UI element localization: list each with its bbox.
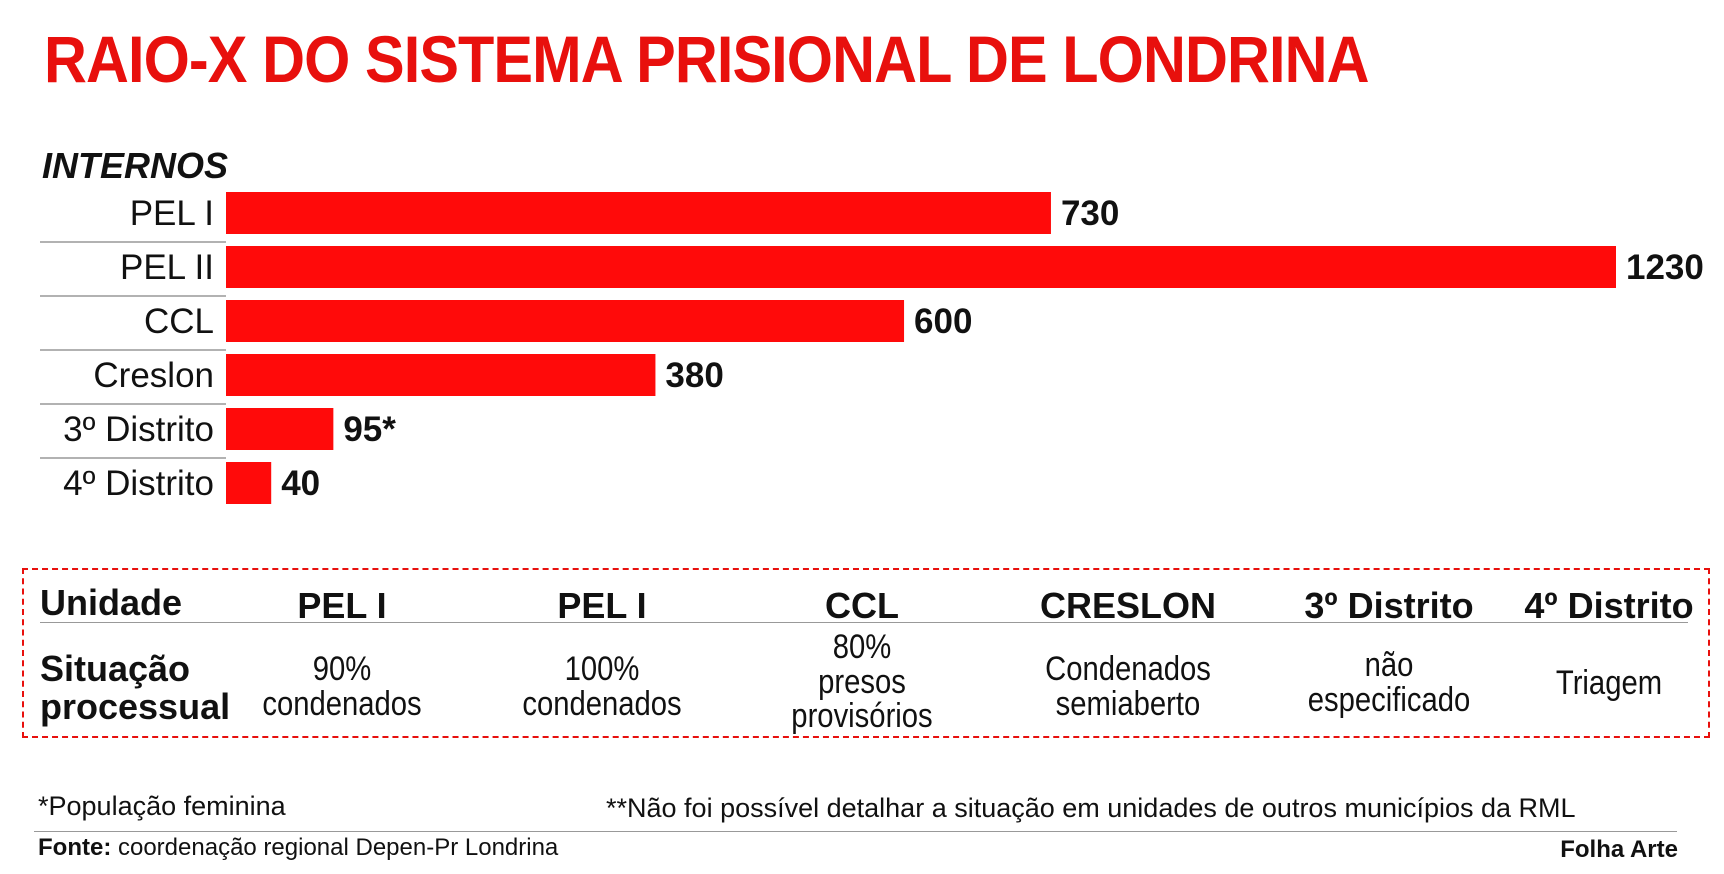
table-status-cell: não especificado xyxy=(1299,648,1480,717)
credit: Folha Arte xyxy=(1560,836,1678,863)
table-header-cell: CRESLON xyxy=(1039,585,1216,626)
table-status-cell: 100% condenados xyxy=(516,652,688,721)
data-label: 380 xyxy=(665,356,723,395)
category-label: Creslon xyxy=(93,356,214,395)
table-header-cell: 4º Distrito xyxy=(1524,585,1694,626)
bar xyxy=(226,192,1051,234)
source-label: Fonte: xyxy=(38,834,112,861)
table-status-cell: 90% condenados xyxy=(256,652,428,721)
row-title-line: processual xyxy=(40,685,231,727)
data-label: 1230 xyxy=(1626,248,1704,287)
status-line: condenados xyxy=(522,684,682,723)
status-table: Unidade PEL I PEL I CCL CRESLON 3º Distr… xyxy=(22,568,1710,738)
status-line: não xyxy=(1364,646,1414,684)
bar xyxy=(226,354,656,396)
status-line: 80% xyxy=(832,628,892,666)
row-title-line: Situação xyxy=(40,648,191,689)
table-header-cell: PEL I xyxy=(297,585,387,626)
table-header-cell: PEL I xyxy=(557,585,647,626)
table-header-row: Unidade PEL I PEL I CCL CRESLON 3º Distr… xyxy=(40,578,1694,630)
chart-title: INTERNOS xyxy=(42,145,229,186)
page-title: RAIO-X DO SISTEMA PRISIONAL DE LONDRINA xyxy=(44,22,1369,96)
bar-chart: PEL I 730 PEL II 1230 CCL 600 Creslon 380 3º Dis… xyxy=(40,192,1704,504)
table-row-title-unidade: Unidade xyxy=(40,582,183,623)
status-line: 100% xyxy=(564,650,640,688)
table-status-cell: 80% presos provisórios xyxy=(776,630,948,734)
data-label: 600 xyxy=(914,302,972,341)
table-header-cell: CCL xyxy=(825,585,899,626)
category-label: PEL I xyxy=(130,194,214,233)
bar xyxy=(226,462,272,504)
status-line: semiaberto xyxy=(1055,684,1201,723)
status-line: especificado xyxy=(1307,680,1471,719)
status-line: Condenados xyxy=(1045,650,1211,688)
bar xyxy=(226,300,905,342)
table-status-cell: Triagem xyxy=(1519,666,1700,701)
status-line: condenados xyxy=(262,684,422,723)
status-line: provisórios xyxy=(791,697,933,736)
data-label: 40 xyxy=(281,464,320,503)
source-line: Fonte: coordenação regional Depen-Pr Lon… xyxy=(38,836,558,860)
table-status-cell: Condenados semiaberto xyxy=(1033,652,1222,721)
footnote-rml: **Não foi possível detalhar a situação e… xyxy=(606,793,1576,823)
data-label: 730 xyxy=(1061,194,1119,233)
bar xyxy=(226,408,334,450)
status-line: Triagem xyxy=(1555,664,1663,702)
table-status-row: Situação processual 90% condenados 100% … xyxy=(40,626,1680,736)
footnote-female: *População feminina xyxy=(38,791,286,821)
category-label: CCL xyxy=(144,302,214,341)
category-label: 4º Distrito xyxy=(63,464,214,503)
source-text: coordenação regional Depen-Pr Londrina xyxy=(117,834,559,861)
data-label: 95* xyxy=(343,410,396,449)
status-line: 90% xyxy=(312,650,372,688)
status-line: presos xyxy=(818,662,906,701)
table-row-title-situacao: Situação processual xyxy=(40,650,230,726)
category-label: 3º Distrito xyxy=(63,410,214,449)
table-divider xyxy=(40,622,1688,623)
bar xyxy=(226,246,1616,288)
table-header-cell: 3º Distrito xyxy=(1304,585,1474,626)
category-label: PEL II xyxy=(120,248,214,287)
footer-divider xyxy=(34,831,1677,832)
